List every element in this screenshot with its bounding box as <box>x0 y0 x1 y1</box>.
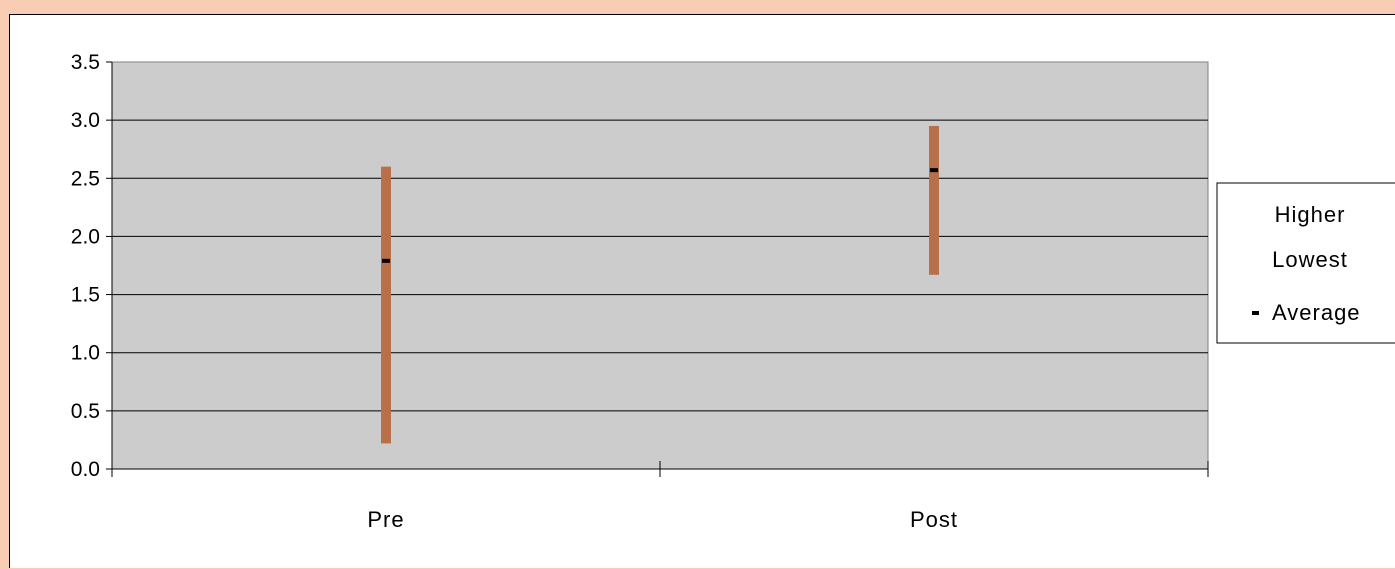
plot-area <box>111 61 1209 470</box>
legend-average-marker <box>1252 311 1259 315</box>
y-tick-label: 3.5 <box>71 51 100 74</box>
x-category-label: Post <box>910 507 958 532</box>
legend-label-lowest: Lowest <box>1272 247 1348 272</box>
legend-label-higher: Higher <box>1275 202 1346 227</box>
y-tick-label: 0.0 <box>71 458 100 481</box>
x-axis: Pre Post <box>111 62 1209 532</box>
legend-label-average: Average <box>1272 300 1361 325</box>
legend-box <box>1216 182 1395 344</box>
chart-svg: 0.0 0.5 1.0 1.5 2.0 2.5 3.0 3.5 Pre Post Higher … <box>71 51 1395 532</box>
y-tick-label: 0.5 <box>71 400 100 423</box>
y-tick-label: 2.0 <box>71 225 100 248</box>
average-marker <box>382 258 390 263</box>
x-category-label: Pre <box>367 507 404 532</box>
y-axis-ticks: 0.0 0.5 1.0 1.5 2.0 2.5 3.0 3.5 <box>71 51 112 481</box>
gridlines <box>112 119 1208 412</box>
average-marker <box>930 168 938 173</box>
y-tick-label: 3.0 <box>71 109 100 132</box>
average-markers <box>382 168 938 263</box>
high-low-bars <box>381 125 939 444</box>
y-tick-label: 1.0 <box>71 342 100 365</box>
high-low-bar <box>381 166 391 444</box>
chart-frame: 0.0 0.5 1.0 1.5 2.0 2.5 3.0 3.5 Pre Post Higher … <box>9 14 1395 568</box>
y-tick-label: 1.5 <box>71 284 100 307</box>
legend: Higher Lowest Average <box>1216 182 1395 344</box>
high-low-bar <box>929 125 939 275</box>
y-tick-label: 2.5 <box>71 167 100 190</box>
